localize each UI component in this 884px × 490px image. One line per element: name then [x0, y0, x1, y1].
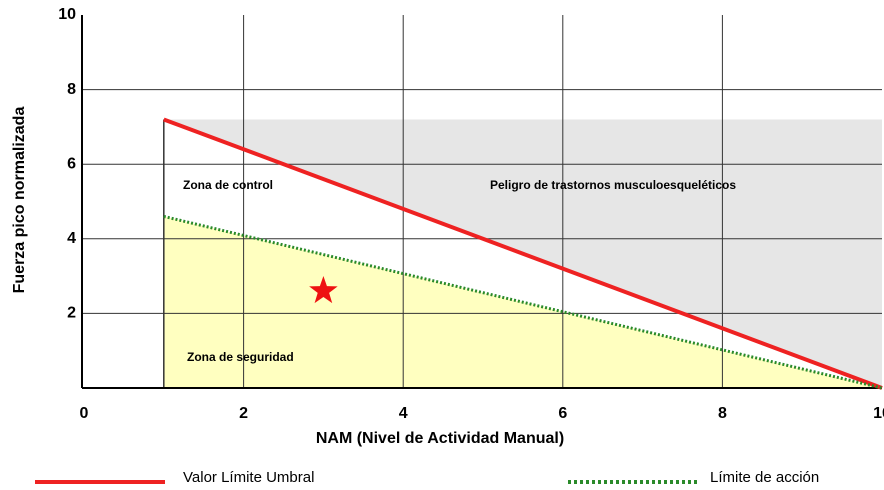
x-tick-label: 6 — [558, 405, 567, 422]
series-line — [163, 214, 883, 390]
x-tick-label: 2 — [239, 405, 248, 422]
y-tick-label: 4 — [67, 230, 76, 247]
y-axis-title: Fuerza pico normalizada — [11, 107, 28, 294]
y-tick-label: 6 — [67, 155, 76, 172]
y-tick-label: 8 — [67, 81, 76, 98]
series-line — [163, 117, 883, 390]
x-tick-label: 10 — [873, 405, 884, 422]
x-tick-label: 0 — [80, 405, 89, 422]
annotation: Zona de seguridad — [187, 350, 294, 364]
annotation: Peligro de trastornos musculoesquelético… — [490, 178, 736, 192]
legend-label: Límite de acción — [710, 469, 819, 486]
y-tick-label: 2 — [67, 305, 76, 322]
legend-label: Valor Límite Umbral — [183, 469, 314, 486]
x-tick-label: 4 — [399, 405, 408, 422]
y-tick-label: 10 — [58, 6, 76, 23]
x-axis-title: NAM (Nivel de Actividad Manual) — [316, 430, 564, 447]
x-tick-label: 8 — [718, 405, 727, 422]
star-point — [309, 276, 338, 304]
annotation: Zona de control — [183, 178, 273, 192]
